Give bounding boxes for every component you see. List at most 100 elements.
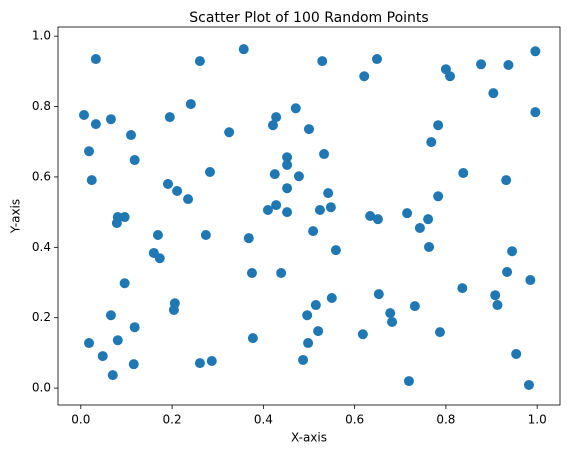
scatter-point: [105, 114, 116, 125]
scatter-point: [243, 233, 254, 244]
scatter-point: [194, 56, 205, 67]
scatter-point: [119, 212, 130, 223]
scatter-point: [308, 226, 319, 237]
scatter-point: [530, 46, 541, 57]
scatter-point: [172, 186, 183, 197]
scatter-point: [310, 300, 321, 311]
scatter-point: [128, 359, 139, 370]
scatter-point: [503, 60, 514, 71]
scatter-point: [488, 88, 499, 99]
scatter-point: [371, 54, 382, 65]
scatter-point: [112, 335, 123, 346]
y-tick-label: 1.0: [32, 29, 51, 43]
scatter-point: [269, 169, 280, 180]
scatter-point: [164, 112, 175, 123]
scatter-point: [359, 71, 370, 82]
scatter-point: [97, 351, 108, 362]
scatter-point: [319, 149, 330, 160]
scatter-point: [372, 214, 383, 225]
scatter-point: [168, 304, 179, 315]
scatter-point: [238, 44, 249, 55]
scatter-point: [262, 205, 273, 216]
scatter-point: [204, 167, 215, 178]
scatter-point: [271, 112, 282, 123]
scatter-point: [445, 71, 456, 82]
scatter-point: [365, 211, 376, 221]
scatter-point: [501, 175, 512, 186]
scatter-point: [79, 109, 90, 120]
x-tick-label: 0.4: [254, 413, 273, 427]
x-tick-label: 0.6: [345, 413, 364, 427]
scatter-point: [357, 329, 368, 340]
scatter-point: [424, 241, 435, 252]
x-tick-label: 0.2: [163, 413, 182, 427]
scatter-point: [303, 338, 314, 349]
y-tick-label: 0.2: [32, 310, 51, 324]
chart-title: Scatter Plot of 100 Random Points: [189, 10, 428, 26]
scatter-point: [458, 168, 469, 179]
x-tick-label: 0.0: [71, 413, 90, 427]
x-tick-label: 1.0: [528, 413, 547, 427]
scatter-point: [385, 308, 396, 319]
scatter-point: [194, 358, 205, 369]
scatter-point: [317, 56, 328, 67]
scatter-point: [373, 289, 384, 300]
scatter-point: [224, 127, 235, 138]
y-tick-label: 0.6: [32, 169, 51, 183]
scatter-point: [511, 348, 522, 359]
scatter-point: [183, 194, 194, 205]
scatter-point: [492, 300, 503, 311]
scatter-point: [246, 268, 257, 279]
scatter-point: [313, 326, 324, 337]
scatter-point: [302, 310, 313, 321]
scatter-point: [490, 290, 501, 301]
scatter-point: [276, 268, 287, 279]
scatter-point: [426, 137, 437, 148]
scatter-point: [402, 208, 413, 219]
scatter-point: [282, 159, 293, 170]
scatter-point: [86, 175, 97, 186]
scatter-point: [476, 59, 487, 70]
scatter-point: [105, 310, 116, 321]
scatter-point: [90, 119, 101, 130]
scatter-point: [162, 178, 173, 189]
scatter-point: [271, 200, 282, 211]
scatter-point: [323, 188, 334, 199]
scatter-point: [403, 376, 414, 387]
scatter-point: [298, 354, 309, 365]
y-tick-label: 0.4: [32, 240, 51, 254]
scatter-point: [434, 327, 445, 338]
scatter-point: [387, 316, 398, 327]
scatter-point: [129, 322, 140, 333]
y-axis-label: Y-axis: [9, 199, 23, 234]
scatter-point: [282, 152, 293, 163]
scatter-point: [530, 107, 541, 118]
scatter-point: [200, 230, 211, 241]
scatter-point: [126, 130, 137, 141]
scatter-point: [502, 266, 513, 277]
scatter-point: [282, 183, 293, 194]
scatter-point: [414, 222, 425, 233]
scatter-point: [525, 275, 536, 286]
scatter-point: [409, 301, 420, 312]
scatter-point: [523, 379, 534, 390]
scatter-point: [457, 283, 468, 294]
scatter-point: [423, 214, 434, 225]
x-axis-label: X-axis: [291, 431, 327, 445]
scatter-point: [247, 333, 258, 344]
y-tick-label: 0.0: [32, 381, 51, 395]
scatter-point: [206, 356, 217, 367]
x-tick-label: 0.8: [436, 413, 455, 427]
plot-frame: [57, 26, 561, 406]
scatter-point: [267, 120, 278, 131]
scatter-point: [152, 230, 163, 241]
scatter-point: [129, 155, 140, 166]
y-tick-label: 0.8: [32, 99, 51, 113]
scatter-point: [119, 278, 130, 289]
scatter-point: [90, 54, 101, 65]
scatter-point: [507, 246, 518, 257]
scatter-point: [326, 293, 337, 304]
scatter-point: [282, 207, 293, 218]
